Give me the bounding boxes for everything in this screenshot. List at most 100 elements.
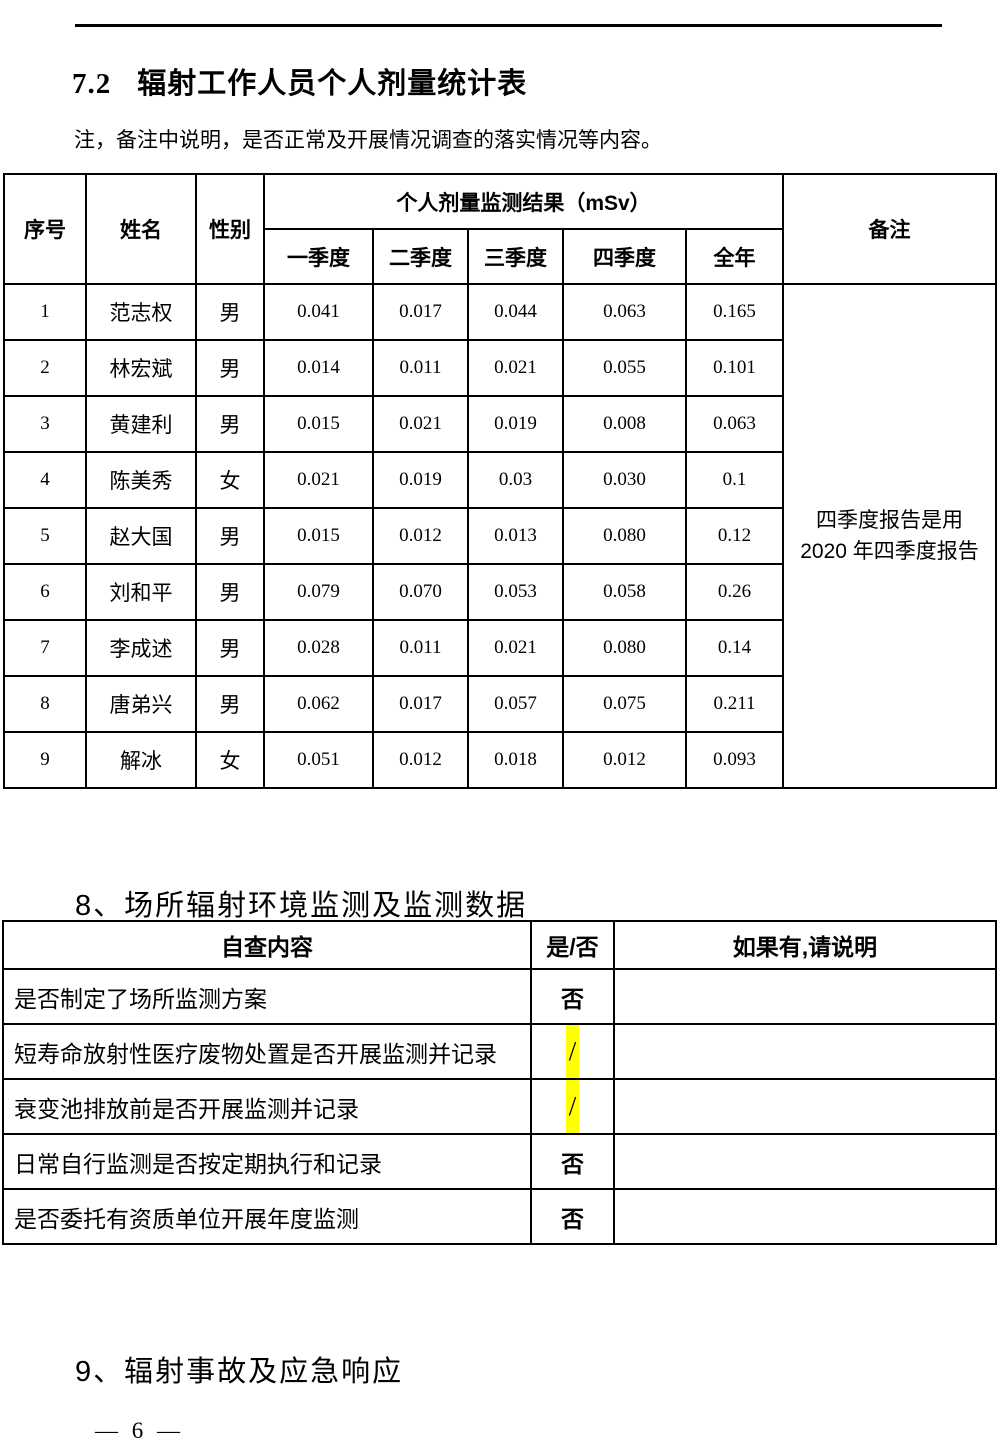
cell-q1: 0.079 [263,563,374,621]
cell-q4: 0.058 [562,563,687,621]
cell-check-content: 是否委托有资质单位开展年度监测 [2,1188,532,1245]
cell-year: 0.1 [684,451,785,509]
cell-q4: 0.080 [562,619,687,677]
col-header-q2: 二季度 [372,228,469,285]
cell-explain [613,1078,997,1135]
col-header-explain: 如果有,请说明 [613,920,997,970]
table-row: 日常自行监测是否按定期执行和记录 否 [2,1133,997,1190]
cell-q4: 0.080 [562,507,687,565]
table-row: 4 陈美秀 女 0.021 0.019 0.03 0.030 0.1 [3,451,996,509]
col-header-result-group: 个人剂量监测结果（mSv） [262,173,785,230]
cell-index: 5 [3,507,87,565]
cell-index: 3 [3,395,87,453]
cell-q4: 0.075 [562,675,687,733]
table-row: 8 唐弟兴 男 0.062 0.017 0.057 0.075 0.211 [3,675,996,733]
table-row: 是否制定了场所监测方案 否 [2,968,997,1025]
col-header-remark: 备注 [782,173,998,285]
table-row: 5 赵大国 男 0.015 0.012 0.013 0.080 0.12 [3,507,996,565]
cell-name: 唐弟兴 [85,675,197,733]
cell-year: 0.063 [684,395,785,453]
dose-header-row-1: 序号 姓名 性别 个人剂量监测结果（mSv） 备注 [3,173,998,285]
header-rule [75,24,942,27]
cell-year: 0.211 [684,675,785,733]
table-row: 短寿命放射性医疗废物处置是否开展监测并记录 / [2,1023,997,1080]
cell-name: 解冰 [85,731,197,789]
cell-q4: 0.012 [562,731,687,789]
cell-year: 0.165 [684,283,785,341]
col-header-q3: 三季度 [467,228,564,285]
section-9-title: 9、辐射事故及应急响应 [75,1356,404,1388]
cell-q2: 0.017 [372,675,469,733]
cell-index: 1 [3,283,87,341]
section-7-2-note: 注，备注中说明，是否正常及开展情况调查的落实情况等内容。 [74,129,662,152]
slash-mark: / [568,1091,577,1121]
cell-q2: 0.021 [372,395,469,453]
self-check-table: 自查内容 是/否 如果有,请说明 是否制定了场所监测方案 否 短寿命放射性医疗废… [2,920,997,1245]
cell-q3: 0.019 [467,395,564,453]
cell-index: 9 [3,731,87,789]
cell-q1: 0.015 [263,395,374,453]
section-7-2-text: 辐射工作人员个人剂量统计表 [137,68,528,100]
section-7-2-title: 7.2 辐射工作人员个人剂量统计表 [72,60,527,102]
cell-year: 0.093 [684,731,785,789]
cell-q2: 0.019 [372,451,469,509]
cell-q2: 0.011 [372,619,469,677]
cell-answer-highlighted: / [530,1023,615,1080]
cell-answer: 否 [530,968,615,1025]
cell-q1: 0.062 [263,675,374,733]
cell-answer: 否 [530,1188,615,1245]
cell-q4: 0.055 [562,339,687,397]
cell-q2: 0.070 [372,563,469,621]
cell-q4: 0.030 [562,451,687,509]
cell-q2: 0.012 [372,731,469,789]
cell-remark: 四季度报告是用 2020 年四季度报告 [782,283,998,789]
cell-gender: 女 [195,451,265,509]
table-row: 1 范志权 男 0.041 0.017 0.044 0.063 0.165 四季… [3,283,998,789]
cell-explain [613,968,997,1025]
col-header-year: 全年 [684,228,785,285]
cell-index: 7 [3,619,87,677]
cell-gender: 男 [195,619,265,677]
cell-index: 6 [3,563,87,621]
col-header-yes-no: 是/否 [530,920,615,970]
section-7-2-number: 7.2 [72,68,112,100]
table-row: 是否委托有资质单位开展年度监测 否 [2,1188,997,1245]
cell-q3: 0.03 [467,451,564,509]
cell-explain [613,1133,997,1190]
cell-q1: 0.028 [263,619,374,677]
col-header-q4: 四季度 [562,228,687,285]
cell-gender: 男 [195,675,265,733]
cell-index: 8 [3,675,87,733]
cell-q1: 0.051 [263,731,374,789]
cell-year: 0.12 [684,507,785,565]
dose-header-row-2: 一季度 二季度 三季度 四季度 全年 [4,228,996,285]
cell-q4: 0.008 [562,395,687,453]
cell-name: 林宏斌 [85,339,197,397]
cell-q3: 0.013 [467,507,564,565]
cell-gender: 男 [195,283,265,341]
cell-name: 黄建利 [85,395,197,453]
table-row: 7 李成述 男 0.028 0.011 0.021 0.080 0.14 [3,619,996,677]
cell-q1: 0.015 [263,507,374,565]
cell-gender: 男 [195,563,265,621]
table-row: 9 解冰 女 0.051 0.012 0.018 0.012 0.093 [3,731,996,789]
col-header-content: 自查内容 [2,920,532,970]
cell-answer-highlighted: / [530,1078,615,1135]
cell-q3: 0.021 [467,619,564,677]
cell-gender: 男 [195,507,265,565]
cell-q4: 0.063 [562,283,687,341]
section-8-title: 8、场所辐射环境监测及监测数据 [75,890,528,922]
cell-q1: 0.014 [263,339,374,397]
table-row: 3 黄建利 男 0.015 0.021 0.019 0.008 0.063 [3,395,996,453]
table-row: 6 刘和平 男 0.079 0.070 0.053 0.058 0.26 [3,563,996,621]
cell-q3: 0.044 [467,283,564,341]
cell-gender: 男 [195,339,265,397]
cell-q3: 0.018 [467,731,564,789]
cell-q3: 0.021 [467,339,564,397]
cell-answer: 否 [530,1133,615,1190]
table-row: 衰变池排放前是否开展监测并记录 / [2,1078,997,1135]
cell-check-content: 日常自行监测是否按定期执行和记录 [2,1133,532,1190]
cell-index: 4 [3,451,87,509]
cell-year: 0.101 [684,339,785,397]
dose-table: 序号 姓名 性别 个人剂量监测结果（mSv） 备注 一季度 二季度 三季度 四季… [3,173,998,789]
